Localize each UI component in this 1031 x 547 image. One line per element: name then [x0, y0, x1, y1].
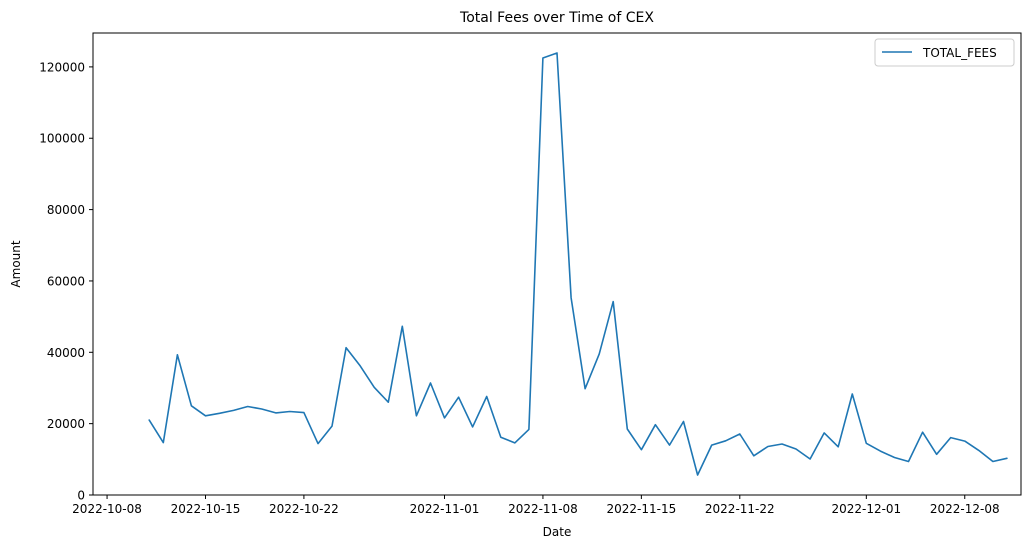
chart-title: Total Fees over Time of CEX: [459, 10, 654, 26]
legend-box: [874, 38, 1015, 67]
x-axis: 2022-10-08 2022-10-15 2022-10-22 2022-11-01…: [72, 495, 1000, 516]
y-tick-label: 40000: [47, 346, 85, 360]
legend: TOTAL_FEES: [874, 38, 1015, 67]
y-tick-label: 80000: [47, 203, 85, 217]
y-tick-label: 100000: [39, 132, 85, 146]
x-tick-label: 2022-10-08: [72, 502, 142, 516]
y-tick-label: 60000: [47, 274, 85, 288]
y-axis: 0 20000 40000 60000 80000 100000 120000: [39, 60, 93, 503]
x-tick-label: 2022-11-01: [410, 502, 480, 516]
x-tick-label: 2022-12-08: [930, 502, 1000, 516]
x-tick-label: 2022-12-01: [831, 502, 901, 516]
legend-label: TOTAL_FEES: [922, 46, 997, 60]
x-tick-label: 2022-10-15: [171, 502, 241, 516]
x-tick-label: 2022-10-22: [269, 502, 339, 516]
y-tick-label: 120000: [39, 60, 85, 74]
series-layer: [148, 52, 1008, 476]
y-axis-label: Amount: [9, 240, 23, 287]
y-tick-label: 0: [77, 489, 85, 503]
y-tick-label: 20000: [47, 417, 85, 431]
series-line-total-fees: [148, 52, 1008, 476]
x-axis-label: Date: [543, 525, 572, 539]
x-tick-label: 2022-11-15: [606, 502, 676, 516]
plot-frame: [92, 32, 1022, 496]
x-tick-label: 2022-11-08: [508, 502, 578, 516]
x-tick-label: 2022-11-22: [705, 502, 775, 516]
